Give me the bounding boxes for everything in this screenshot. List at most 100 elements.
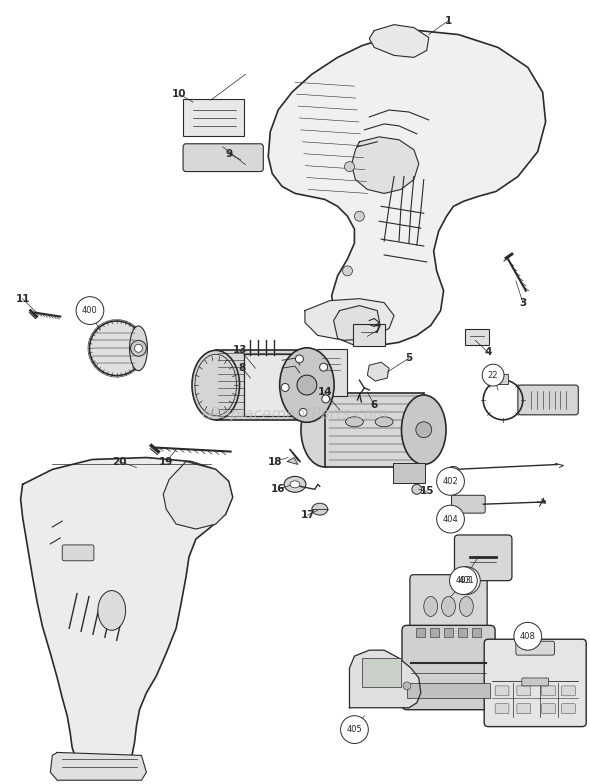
- FancyBboxPatch shape: [562, 704, 575, 713]
- Ellipse shape: [284, 477, 306, 492]
- Polygon shape: [407, 683, 490, 698]
- Text: eReplacementParts.com: eReplacementParts.com: [202, 408, 388, 423]
- FancyBboxPatch shape: [244, 354, 321, 416]
- Circle shape: [343, 266, 352, 276]
- FancyBboxPatch shape: [410, 575, 487, 637]
- Circle shape: [296, 355, 303, 363]
- Circle shape: [135, 344, 142, 352]
- Polygon shape: [287, 458, 298, 464]
- Text: 404: 404: [442, 514, 458, 524]
- Circle shape: [297, 375, 317, 395]
- FancyBboxPatch shape: [362, 658, 401, 687]
- Polygon shape: [349, 650, 421, 708]
- FancyBboxPatch shape: [495, 704, 509, 713]
- Ellipse shape: [401, 395, 446, 464]
- Text: 18: 18: [268, 456, 283, 466]
- Circle shape: [416, 422, 432, 437]
- Circle shape: [76, 296, 104, 325]
- Text: 17: 17: [300, 510, 315, 520]
- Circle shape: [453, 567, 480, 594]
- FancyBboxPatch shape: [522, 678, 549, 686]
- FancyBboxPatch shape: [518, 385, 578, 415]
- Ellipse shape: [441, 597, 455, 616]
- Polygon shape: [333, 306, 381, 345]
- Ellipse shape: [448, 466, 458, 473]
- Text: 408: 408: [520, 632, 536, 641]
- FancyBboxPatch shape: [466, 329, 489, 345]
- FancyBboxPatch shape: [353, 325, 385, 347]
- Text: 401: 401: [458, 576, 474, 585]
- FancyBboxPatch shape: [542, 686, 556, 696]
- Ellipse shape: [130, 326, 148, 371]
- FancyBboxPatch shape: [498, 374, 508, 384]
- Polygon shape: [163, 462, 232, 529]
- Text: 402: 402: [442, 477, 458, 486]
- Circle shape: [437, 505, 464, 533]
- FancyBboxPatch shape: [458, 628, 467, 637]
- Text: 22: 22: [488, 371, 499, 379]
- Ellipse shape: [90, 321, 144, 376]
- Circle shape: [514, 622, 542, 650]
- Ellipse shape: [375, 417, 393, 426]
- Polygon shape: [50, 753, 146, 780]
- FancyBboxPatch shape: [402, 626, 495, 710]
- Ellipse shape: [424, 597, 438, 616]
- Circle shape: [130, 340, 146, 356]
- Text: 16: 16: [271, 485, 286, 494]
- Circle shape: [482, 365, 504, 386]
- Circle shape: [412, 485, 422, 494]
- Circle shape: [450, 567, 477, 594]
- Text: 4: 4: [484, 347, 492, 358]
- FancyBboxPatch shape: [417, 628, 425, 637]
- Ellipse shape: [290, 481, 300, 488]
- FancyBboxPatch shape: [444, 628, 453, 637]
- FancyBboxPatch shape: [216, 350, 310, 419]
- FancyBboxPatch shape: [562, 686, 575, 696]
- Text: 11: 11: [15, 294, 30, 303]
- Text: 9: 9: [225, 149, 232, 158]
- Ellipse shape: [192, 350, 240, 419]
- Polygon shape: [352, 137, 419, 194]
- FancyBboxPatch shape: [517, 686, 531, 696]
- Ellipse shape: [312, 503, 327, 515]
- FancyBboxPatch shape: [183, 143, 263, 172]
- Text: 13: 13: [233, 345, 248, 355]
- FancyBboxPatch shape: [542, 704, 556, 713]
- FancyBboxPatch shape: [495, 686, 509, 696]
- FancyBboxPatch shape: [393, 463, 425, 484]
- Circle shape: [403, 682, 411, 690]
- Circle shape: [299, 408, 307, 416]
- Ellipse shape: [280, 348, 334, 423]
- Text: 405: 405: [346, 725, 362, 734]
- Polygon shape: [21, 458, 232, 777]
- Text: 3: 3: [519, 298, 526, 307]
- Ellipse shape: [460, 597, 473, 616]
- Text: 10: 10: [172, 89, 186, 99]
- Text: 20: 20: [113, 456, 127, 466]
- Text: 6: 6: [371, 400, 378, 410]
- Polygon shape: [369, 24, 429, 57]
- Circle shape: [355, 212, 365, 221]
- FancyBboxPatch shape: [472, 628, 481, 637]
- Circle shape: [322, 395, 330, 403]
- Text: 19: 19: [159, 456, 173, 466]
- Ellipse shape: [98, 590, 126, 630]
- Text: 14: 14: [317, 387, 332, 397]
- FancyBboxPatch shape: [183, 99, 244, 136]
- FancyBboxPatch shape: [317, 350, 346, 396]
- Circle shape: [340, 716, 368, 743]
- Text: 8: 8: [239, 363, 246, 373]
- Ellipse shape: [346, 417, 363, 426]
- Circle shape: [320, 363, 327, 371]
- Ellipse shape: [301, 393, 349, 467]
- Circle shape: [345, 162, 355, 172]
- FancyBboxPatch shape: [451, 495, 485, 514]
- Polygon shape: [368, 362, 389, 381]
- FancyBboxPatch shape: [516, 641, 555, 655]
- Polygon shape: [305, 299, 394, 340]
- Text: 7: 7: [373, 325, 381, 336]
- Text: 1: 1: [445, 16, 452, 26]
- Text: 403: 403: [455, 576, 471, 585]
- Polygon shape: [268, 31, 546, 345]
- Text: 400: 400: [82, 306, 98, 315]
